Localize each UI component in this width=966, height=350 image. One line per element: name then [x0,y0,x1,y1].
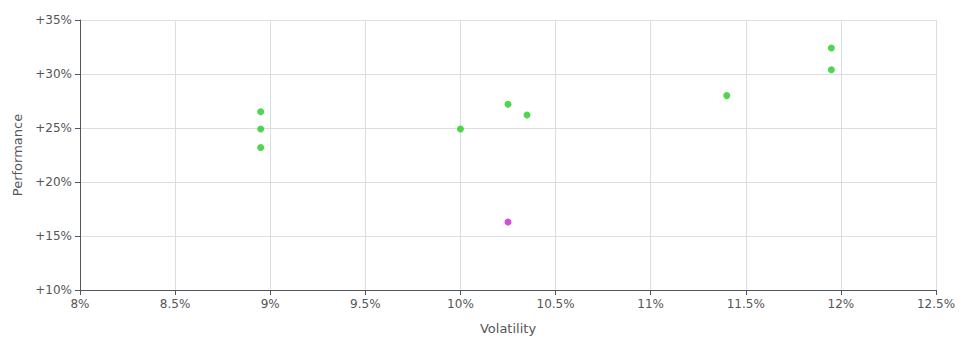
svg-text:11%: 11% [637,297,664,311]
svg-text:+10%: +10% [35,283,72,297]
svg-text:Volatility: Volatility [480,321,536,336]
svg-text:12.5%: 12.5% [917,297,955,311]
svg-text:8.5%: 8.5% [160,297,191,311]
svg-text:10.5%: 10.5% [536,297,574,311]
svg-text:+30%: +30% [35,67,72,81]
svg-text:12%: 12% [828,297,855,311]
svg-text:+35%: +35% [35,13,72,27]
svg-text:+20%: +20% [35,175,72,189]
svg-text:11.5%: 11.5% [727,297,765,311]
svg-text:+15%: +15% [35,229,72,243]
svg-text:10%: 10% [447,297,474,311]
svg-text:8%: 8% [70,297,89,311]
svg-text:Performance: Performance [10,114,25,196]
svg-text:9%: 9% [261,297,280,311]
svg-text:+25%: +25% [35,121,72,135]
svg-text:9.5%: 9.5% [350,297,381,311]
